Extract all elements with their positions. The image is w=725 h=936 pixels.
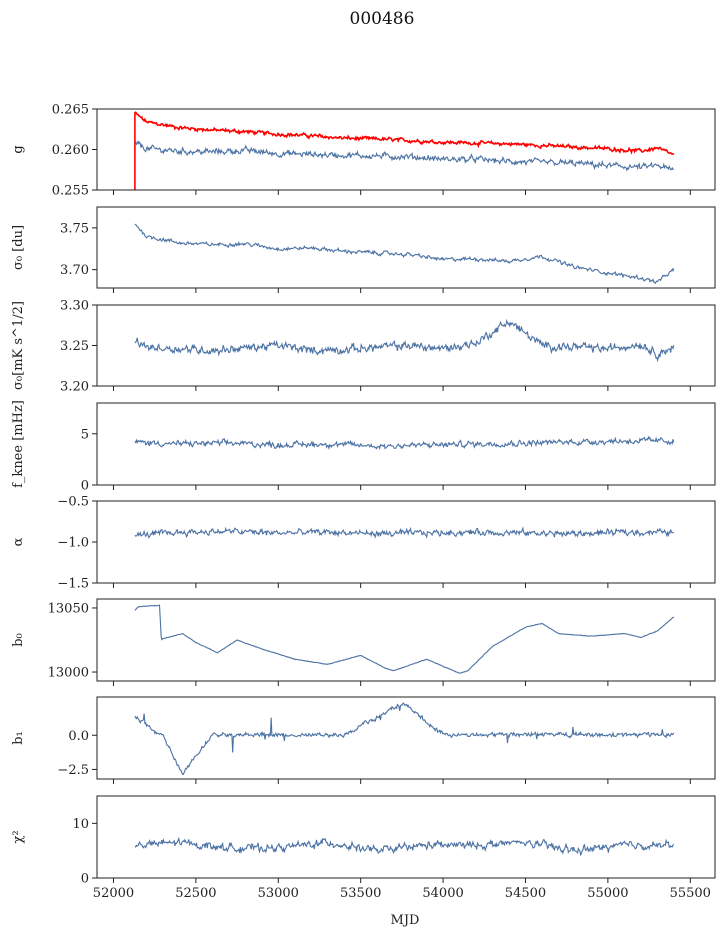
x-tick-label: 55000 [587,886,628,901]
series-line-b1-0 [134,702,675,775]
y-tick-label: 0.255 [52,184,89,199]
y-axis-label-alpha: α [11,537,26,546]
y-tick-label: −0.5 [57,495,89,510]
panel-sigma0_du: 3.70 3.75 σ₀ [du] [11,206,716,293]
series-line-g-1 [134,139,675,172]
x-tick-label: 52000 [93,886,134,901]
y-tick-label: −1.5 [57,577,89,592]
axes-frame [96,795,716,879]
y-axis-label-chi2: χ² [11,830,26,843]
series-line-chi2-0 [134,836,675,857]
panel-g: 0.255 0.260 0.265 g [11,103,716,199]
x-tick-label: 54500 [505,886,546,901]
y-tick-label: 0 [81,872,89,887]
y-tick-label: 13050 [48,601,89,616]
panel-alpha: −1.5 −1.0 −0.5 α [11,495,716,592]
y-tick-label: 0.265 [52,103,89,118]
axes-frame [96,598,716,682]
y-tick-label: 3.25 [60,339,89,354]
y-tick-label: 3.30 [60,299,89,314]
series-line-sigma0_du-0 [134,223,675,285]
panel-b1: −2.5 0.0 b₁ [11,696,716,784]
x-tick-label: 52500 [175,886,216,901]
axes-frame [96,402,716,486]
y-tick-label: 10 [72,817,89,832]
x-tick-label: 55500 [670,886,711,901]
x-tick-label: 54000 [422,886,463,901]
y-axis-label-b1: b₁ [11,731,26,745]
series-line-g-0 [134,111,675,190]
y-axis-label-fknee: f_knee [mHz] [11,400,26,488]
y-tick-label: 5 [81,427,89,442]
panel-b0: 13000 13050 b₀ [11,598,716,686]
y-tick-label: −1.0 [57,536,89,551]
y-axis-label-g: g [11,145,26,153]
y-tick-label: 0.0 [68,729,89,744]
y-tick-label: 3.20 [60,380,89,395]
y-axis-label-b0: b₀ [11,633,26,647]
y-tick-label: −2.5 [57,763,89,778]
y-tick-label: 13000 [48,666,89,681]
series-line-b0-0 [134,604,675,674]
y-axis-label-sigma0_mk: σ₀[mK s^1/2] [11,301,26,390]
panel-fknee: 0 5 f_knee [mHz] [11,400,716,494]
x-tick-label: 53500 [340,886,381,901]
series-line-fknee-0 [134,435,675,451]
y-tick-label: 3.75 [60,221,89,236]
y-tick-label: 0.260 [52,143,89,158]
axes-frame [96,696,716,780]
x-tick-label: 53000 [258,886,299,901]
y-tick-label: 0 [81,479,89,494]
series-line-sigma0_mk-0 [134,318,675,363]
axes-frame [96,500,716,584]
x-axis-label: MJD [391,913,420,928]
y-tick-label: 3.70 [60,263,89,278]
y-axis-label-sigma0_du: σ₀ [du] [11,225,26,270]
panel-chi2: 0 10 52000 52500 53000 53500 54000 54500 55000 55… [11,795,716,901]
axes-frame [96,206,716,289]
series-line-alpha-0 [134,526,674,539]
figure-title: 000486 [350,9,415,29]
panel-sigma0_mk: 3.20 3.25 3.30 σ₀[mK s^1/2] [11,299,716,395]
